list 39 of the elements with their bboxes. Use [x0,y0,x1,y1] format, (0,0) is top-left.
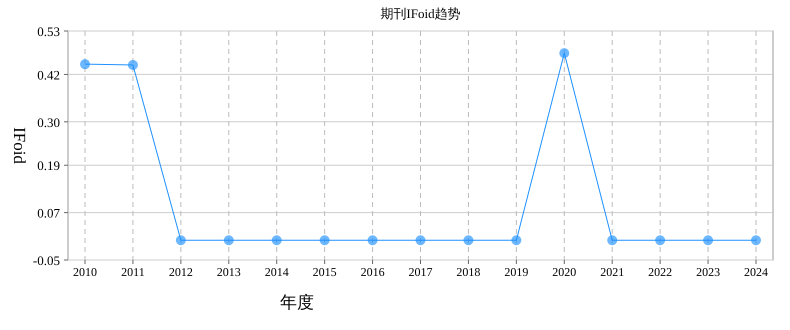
y-axis-title: IFoid [10,127,29,164]
point [559,48,570,58]
x-tick-label: 2015 [312,265,337,279]
point [320,235,330,246]
x-axis-title: 年度 [280,293,314,312]
x-tick-label: 2013 [216,265,241,279]
x-tick-label: 2014 [264,265,289,279]
chart-title: 期刊IFoid趋势 [380,6,461,21]
point [80,59,90,70]
x-tick-label: 2024 [744,265,768,279]
y-tick-label: 0.53 [37,24,60,39]
x-tick-label: 2012 [168,265,193,279]
point [655,235,666,246]
x-tick-label: 2020 [552,265,576,279]
y-tick-label: -0.05 [32,253,60,268]
x-tick-label: 2022 [648,265,672,279]
point [703,235,714,246]
x-tick-label: 2023 [696,265,720,279]
point [751,235,761,246]
y-tick-label: 0.19 [37,158,60,174]
point [463,235,474,246]
x-tick-label: 2018 [456,265,480,279]
point [511,235,522,246]
y-tick-label: 0.07 [37,206,60,221]
point [176,235,186,246]
point [128,60,138,70]
x-tick-label: 2011 [121,265,145,279]
x-tick-label: 2010 [73,265,97,279]
x-tick-label: 2016 [360,265,385,279]
y-tick-label: 0.30 [37,114,60,130]
y-tick-label: 0.42 [37,67,60,82]
x-tick-label: 2021 [600,265,624,279]
point [416,235,426,246]
point [607,235,618,246]
point [224,235,234,246]
point [368,235,378,246]
x-tick-label: 2019 [504,265,528,279]
x-tick-label: 2017 [408,265,432,279]
point [272,235,282,246]
